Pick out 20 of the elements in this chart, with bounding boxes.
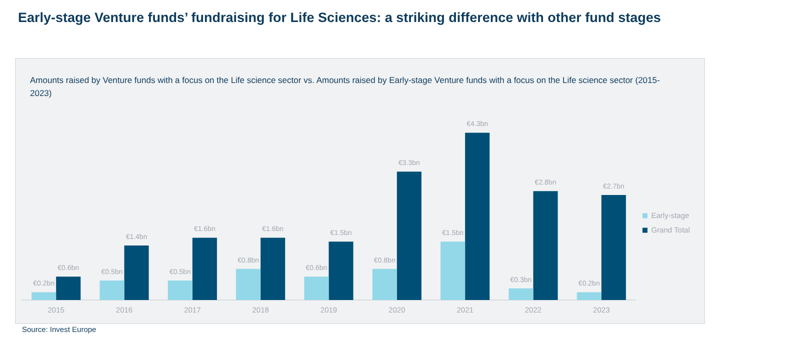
bar	[440, 242, 466, 300]
chart-subtitle: Amounts raised by Venture funds with a focus on the Life science sector vs. Amounts raised by Early-stage Venture funds with a focus on the Life science sector (2015-2023)	[30, 74, 661, 100]
bar	[328, 242, 354, 300]
bar	[396, 172, 422, 300]
bar	[533, 191, 558, 300]
bar	[260, 238, 286, 300]
bar	[192, 238, 217, 300]
bar	[304, 276, 329, 300]
bar	[56, 276, 81, 300]
bar	[100, 280, 124, 300]
bar	[576, 292, 602, 300]
bar	[508, 288, 534, 300]
chart-title: Early-stage Venture funds’ fundraising for Life Sciences: a striking difference with other fund stages	[18, 10, 661, 25]
bar	[124, 246, 149, 300]
bar	[236, 268, 261, 300]
bar	[32, 292, 56, 300]
bar	[465, 132, 490, 300]
bar	[372, 268, 397, 300]
bar	[601, 195, 626, 300]
bar	[168, 280, 192, 300]
